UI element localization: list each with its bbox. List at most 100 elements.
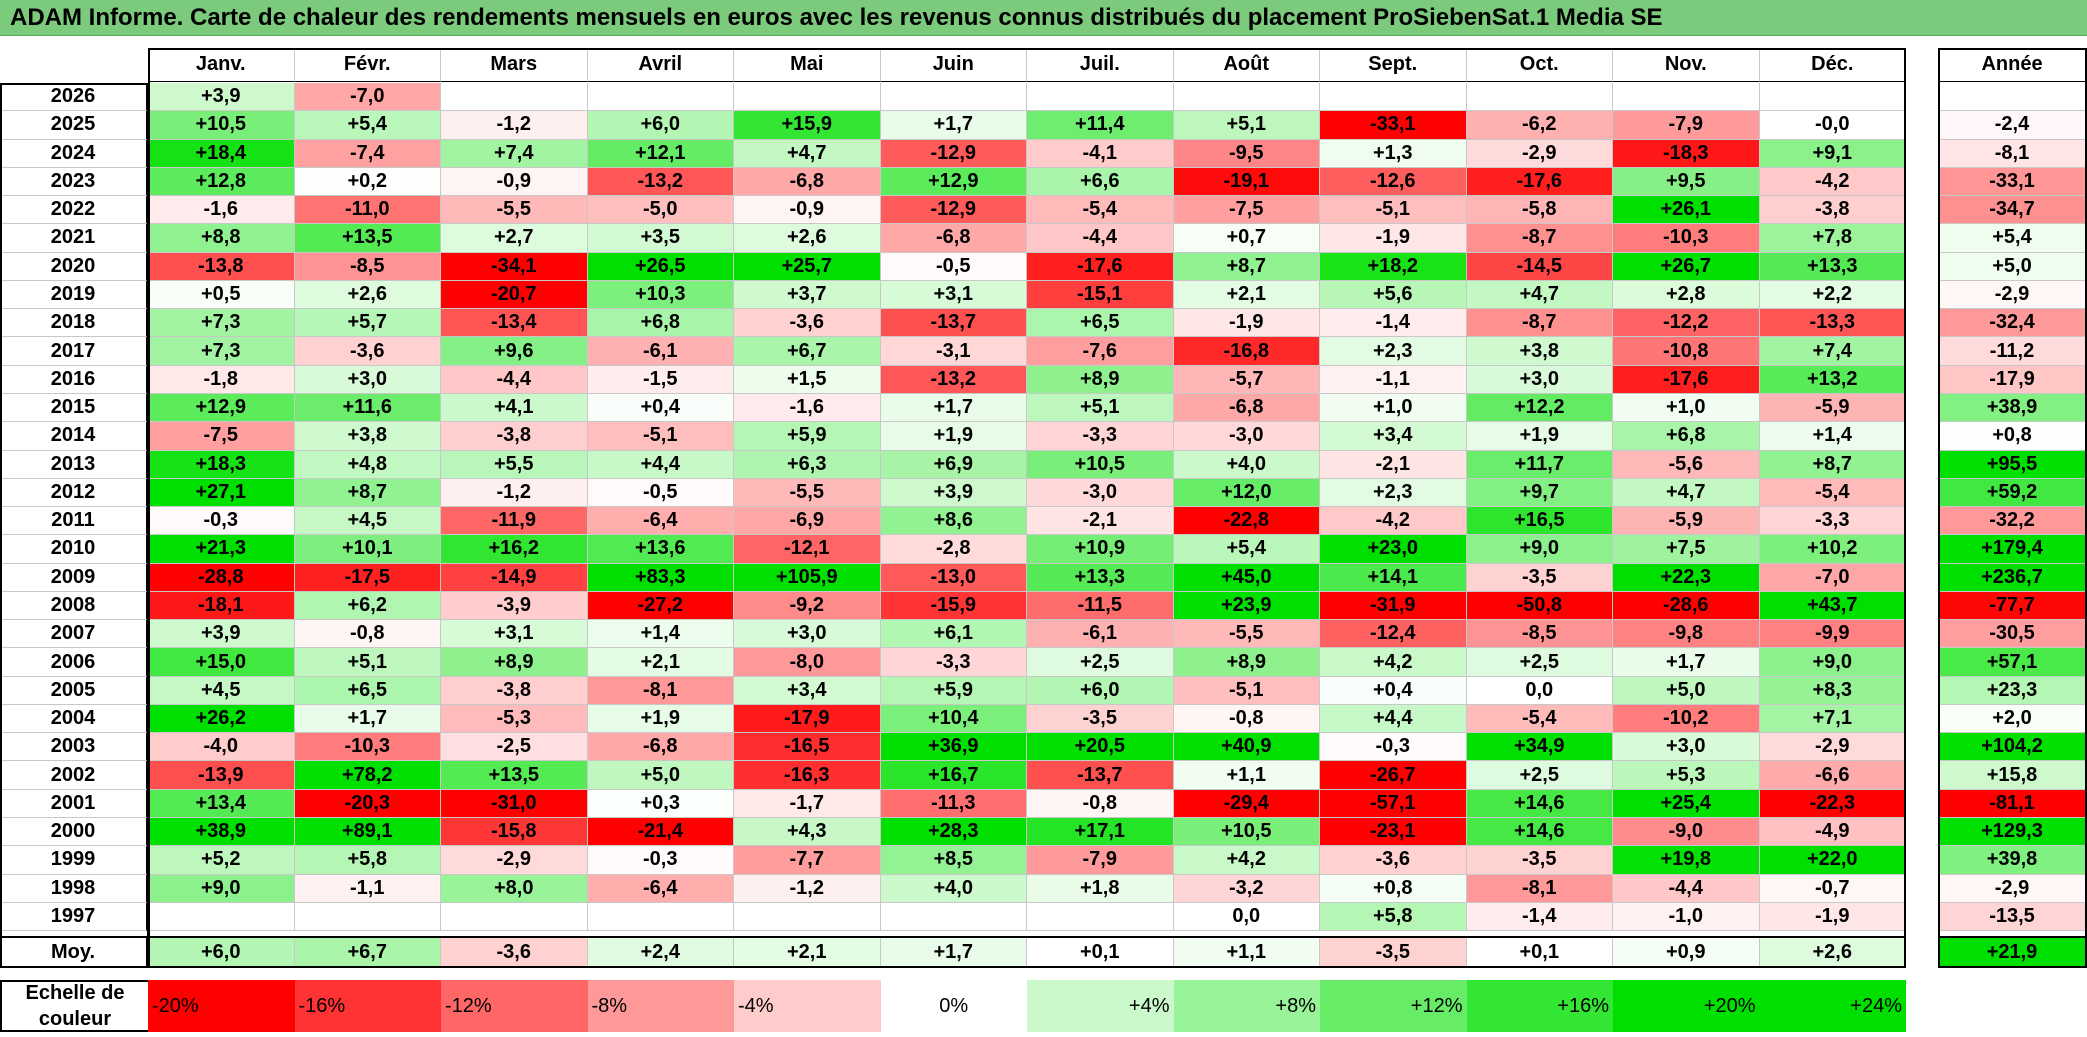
heatmap-cell: +1,9 <box>1466 422 1613 451</box>
heatmap-cell: -1,5 <box>587 365 734 394</box>
heatmap-cell <box>734 902 881 932</box>
heatmap-cell: +1,7 <box>1613 648 1760 677</box>
heatmap-cell: +26,2 <box>148 704 295 734</box>
heatmap-cell: +8,9 <box>441 648 588 677</box>
heatmap-cell: -5,1 <box>1320 196 1467 225</box>
heatmap-cell: -0,8 <box>294 620 441 649</box>
heatmap-cell: -8,1 <box>1466 874 1613 903</box>
heatmap-cell: +6,1 <box>880 620 1027 649</box>
heatmap-cell: +4,5 <box>294 507 441 536</box>
heatmap-cell: -9,8 <box>1613 620 1760 649</box>
heatmap-cell: +2,1 <box>1173 280 1320 310</box>
heatmap-cell: -8,1 <box>587 676 734 705</box>
heatmap-cell: +4,0 <box>1173 450 1320 479</box>
heatmap-cell: -33,1 <box>1320 111 1467 140</box>
heatmap-cell: +10,5 <box>148 111 295 140</box>
heatmap-cell: -13,2 <box>587 167 734 197</box>
heatmap-cell <box>1173 83 1320 112</box>
heatmap-cell: -5,8 <box>1466 196 1613 225</box>
month-header: Nov. <box>1613 48 1760 82</box>
heatmap-cell: -12,2 <box>1613 309 1760 338</box>
heatmap-cell: +9,1 <box>1759 139 1906 168</box>
heatmap-cell: -2,1 <box>1027 507 1174 536</box>
heatmap-cell: -1,2 <box>441 478 588 508</box>
heatmap-cell: +25,7 <box>734 252 881 281</box>
heatmap-cell: +40,9 <box>1173 733 1320 762</box>
color-scale-stop: -12% <box>441 980 588 1032</box>
heatmap-cell: +1,3 <box>1320 139 1467 168</box>
average-label: Moy. <box>0 938 148 968</box>
heatmap-cell: +12,0 <box>1173 478 1320 508</box>
heatmap-cell: -5,7 <box>1173 365 1320 394</box>
average-cell: +1,7 <box>880 938 1027 968</box>
month-header: Avril <box>587 48 734 82</box>
heatmap-cell: -20,7 <box>441 280 588 310</box>
heatmap-cell: +6,8 <box>1613 422 1760 451</box>
heatmap-cell: +6,3 <box>734 450 881 479</box>
heatmap-cell: -8,7 <box>1466 224 1613 253</box>
heatmap-cell: -2,5 <box>441 733 588 762</box>
year-label: 2024 <box>0 139 148 168</box>
heatmap-cell: -0,0 <box>1759 111 1906 140</box>
heatmap-cell: -13,7 <box>880 309 1027 338</box>
heatmap-cell: +4,7 <box>1466 280 1613 310</box>
heatmap-cell: -1,9 <box>1320 224 1467 253</box>
heatmap-cell: -14,9 <box>441 563 588 592</box>
heatmap-cell: +3,0 <box>294 365 441 394</box>
average-cell: -3,6 <box>441 938 588 968</box>
heatmap-cell: +2,5 <box>1466 761 1613 790</box>
heatmap-cell: -13,9 <box>148 761 295 790</box>
heatmap-cell: -29,4 <box>1173 789 1320 819</box>
heatmap-cell: -2,9 <box>441 846 588 875</box>
heatmap-cell: +4,5 <box>148 676 295 705</box>
heatmap-cell: +0,3 <box>587 789 734 819</box>
heatmap-cell: -7,0 <box>1759 563 1906 592</box>
annual-cell: +5,4 <box>1938 224 2087 253</box>
heatmap-cell: -13,8 <box>148 252 295 281</box>
heatmap-cell: -11,3 <box>880 789 1027 819</box>
heatmap-cell: +13,2 <box>1759 365 1906 394</box>
heatmap-cell: +9,5 <box>1613 167 1760 197</box>
heatmap-cell: +3,8 <box>1466 337 1613 366</box>
annual-cell: -17,9 <box>1938 365 2087 394</box>
heatmap-cell: +25,4 <box>1613 789 1760 819</box>
heatmap-cell: -6,1 <box>1027 620 1174 649</box>
heatmap-cell: -5,5 <box>1173 620 1320 649</box>
color-scale-stop: +4% <box>1027 980 1174 1032</box>
heatmap-cell: +26,7 <box>1613 252 1760 281</box>
heatmap-cell: +2,5 <box>1027 648 1174 677</box>
heatmap-cell: -5,1 <box>587 422 734 451</box>
heatmap-cell: -12,9 <box>880 196 1027 225</box>
year-label: 2011 <box>0 507 148 536</box>
heatmap-cell: -12,6 <box>1320 167 1467 197</box>
color-scale-stop: +24% <box>1759 980 1906 1032</box>
heatmap-cell: +0,7 <box>1173 224 1320 253</box>
heatmap-cell: -0,3 <box>587 846 734 875</box>
year-label: 1997 <box>0 902 148 932</box>
heatmap-cell: -11,9 <box>441 507 588 536</box>
heatmap-cell: -17,6 <box>1613 365 1760 394</box>
year-total-header: Année <box>1938 48 2087 82</box>
heatmap-cell: +4,7 <box>734 139 881 168</box>
heatmap-cell: +26,1 <box>1613 196 1760 225</box>
annual-cell: +129,3 <box>1938 818 2087 847</box>
heatmap-cell: +7,4 <box>1759 337 1906 366</box>
heatmap-cell: -9,9 <box>1759 620 1906 649</box>
heatmap-cell: +4,0 <box>880 874 1027 903</box>
heatmap-cell: -4,4 <box>441 365 588 394</box>
heatmap-cell: -11,0 <box>294 196 441 225</box>
heatmap-cell: -2,9 <box>1759 733 1906 762</box>
heatmap-cell: +78,2 <box>294 761 441 790</box>
heatmap-cell: +7,3 <box>148 309 295 338</box>
month-header: Déc. <box>1759 48 1906 82</box>
heatmap-cell: -1,6 <box>148 196 295 225</box>
heatmap-cell: +13,3 <box>1027 563 1174 592</box>
year-label: 1998 <box>0 874 148 903</box>
year-label: 2015 <box>0 393 148 423</box>
heatmap-cell: -5,4 <box>1466 704 1613 734</box>
heatmap-cell: +1,4 <box>1759 422 1906 451</box>
heatmap-cell: -1,9 <box>1759 902 1906 932</box>
heatmap-cell: +5,0 <box>587 761 734 790</box>
year-label: 2007 <box>0 620 148 649</box>
heatmap-cell: -15,8 <box>441 818 588 847</box>
